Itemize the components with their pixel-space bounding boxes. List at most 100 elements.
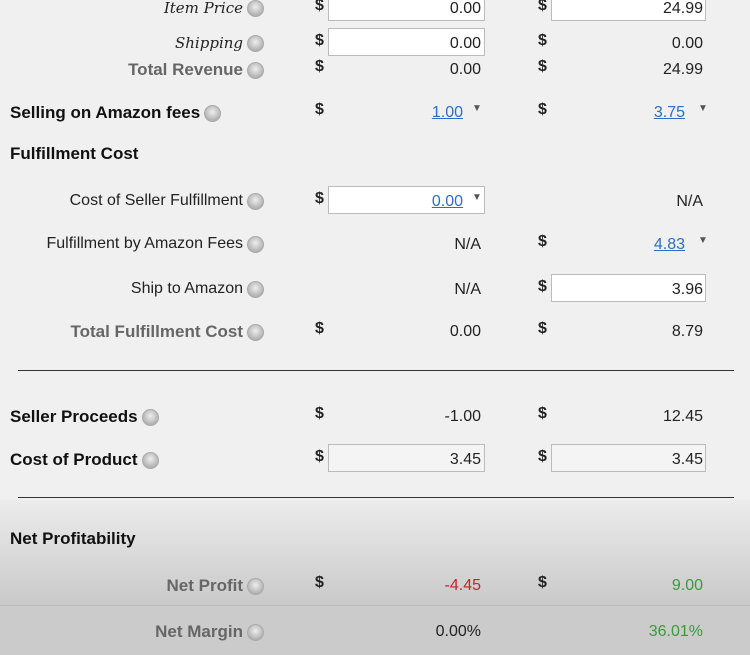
chevron-down-icon[interactable]: ▼ — [698, 235, 708, 246]
net-profitability-panel — [0, 500, 750, 605]
label-fulfillment-by-amazon-fees: Fulfillment by Amazon Fees — [46, 235, 264, 253]
ship-to-amazon-input-col2[interactable] — [551, 274, 706, 302]
dollar-sign: $ — [315, 58, 324, 75]
net-margin-band — [0, 605, 750, 655]
dollar-sign: $ — [315, 190, 324, 207]
net-profit-value-col2: 9.00 — [671, 577, 703, 594]
help-icon[interactable] — [141, 408, 159, 426]
cost-of-seller-fulfillment-value-col1[interactable]: 0.00 — [313, 193, 463, 211]
label-text: Net Margin — [155, 622, 243, 641]
net-margin-value-col1: 0.00% — [435, 623, 481, 640]
total-fulfillment-cost-value-col1: 0.00 — [449, 323, 481, 340]
dollar-sign: $ — [538, 0, 547, 14]
dollar-sign: $ — [315, 101, 324, 118]
divider — [18, 497, 734, 498]
shipping-input-col1[interactable] — [328, 28, 485, 56]
cost-of-seller-fulfillment-value-col2: N/A — [676, 193, 703, 210]
label-net-margin: Net Margin — [155, 622, 264, 642]
dollar-sign: $ — [538, 233, 547, 250]
label-text: Net Profitability — [10, 529, 136, 548]
seller-proceeds-value-col1: -1.00 — [444, 408, 481, 425]
row-net-profitability: Net Profitability — [0, 523, 750, 553]
cost-of-product-value-col1: 3.45 — [449, 451, 481, 468]
row-cost-of-seller-fulfillment: Cost of Seller Fulfillment $0.00 ▼ N/A — [0, 186, 750, 216]
label-item-price: Item Price — [164, 0, 264, 17]
help-icon[interactable] — [247, 192, 264, 210]
value-link[interactable]: 1.00 — [431, 104, 463, 121]
cost-of-product-value-col2: 3.45 — [671, 451, 703, 468]
dollar-sign: $ — [538, 278, 547, 295]
selling-on-amazon-fees-value-col2[interactable]: 3.75 — [535, 104, 685, 122]
label-text: Seller Proceeds — [10, 407, 138, 426]
label-ship-to-amazon: Ship to Amazon — [131, 280, 264, 298]
label-text: Ship to Amazon — [130, 280, 243, 297]
dollar-sign: $ — [538, 101, 547, 118]
dollar-sign: $ — [315, 448, 324, 465]
label-text: Net Profit — [166, 576, 244, 595]
label-text: Shipping — [175, 34, 243, 52]
label-text: Total Fulfillment Cost — [70, 322, 243, 341]
help-icon[interactable] — [247, 577, 264, 595]
cost-of-product-input-col2[interactable] — [551, 444, 706, 472]
chevron-down-icon[interactable]: ▼ — [472, 103, 482, 114]
row-total-fulfillment-cost: Total Fulfillment Cost $0.00 $8.79 — [0, 316, 750, 346]
dollar-sign: $ — [538, 574, 547, 591]
help-icon[interactable] — [247, 280, 264, 298]
item-price-input-col2[interactable] — [551, 0, 706, 21]
item-price-input-col1[interactable] — [328, 0, 485, 21]
chevron-down-icon[interactable]: ▼ — [698, 103, 708, 114]
total-revenue-value-col2: 24.99 — [662, 61, 703, 78]
dollar-sign: $ — [315, 574, 324, 591]
row-cost-of-product: Cost of Product $3.45 $3.45 — [0, 444, 750, 474]
value-link[interactable]: 0.00 — [431, 193, 463, 210]
selling-on-amazon-fees-value-col1[interactable]: 1.00 — [313, 104, 463, 122]
row-total-revenue: Total Revenue $0.00 $24.99 — [0, 54, 750, 84]
help-icon[interactable] — [141, 451, 159, 469]
row-selling-on-amazon-fees: Selling on Amazon fees $1.00 ▼ $3.75 ▼ — [0, 97, 750, 127]
shipping-value-col2: 0.00 — [671, 35, 703, 52]
total-revenue-value-col1: 0.00 — [449, 61, 481, 78]
help-icon[interactable] — [247, 235, 264, 253]
help-icon[interactable] — [247, 61, 264, 79]
net-margin-value-col2: 36.01% — [648, 623, 703, 640]
row-shipping: Shipping $0.00 $0.00 — [0, 28, 750, 58]
divider — [18, 370, 734, 371]
cost-of-seller-fulfillment-input-col1[interactable] — [328, 186, 485, 214]
row-item-price: Item Price $0.00 $24.99 — [0, 0, 750, 23]
label-cost-of-product: Cost of Product — [10, 450, 159, 470]
label-shipping: Shipping — [175, 34, 264, 52]
label-text: Item Price — [163, 0, 243, 17]
total-fulfillment-cost-value-col2: 8.79 — [671, 323, 703, 340]
net-profit-value-col1: -4.45 — [444, 577, 481, 594]
value-link[interactable]: 4.83 — [653, 236, 685, 253]
label-text: Fulfillment Cost — [10, 144, 139, 163]
fulfillment-by-amazon-fees-value-col2[interactable]: 4.83 — [535, 236, 685, 254]
row-seller-proceeds: Seller Proceeds $ -1.00 $12.45 — [0, 401, 750, 431]
value-link[interactable]: 3.75 — [653, 104, 685, 121]
help-icon[interactable] — [204, 104, 222, 122]
label-seller-proceeds: Seller Proceeds — [10, 407, 159, 427]
dollar-sign: $ — [538, 448, 547, 465]
help-icon[interactable] — [247, 0, 264, 17]
label-total-revenue: Total Revenue — [128, 60, 264, 80]
seller-proceeds-value-col2: 12.45 — [662, 408, 703, 425]
dollar-sign: $ — [315, 32, 324, 49]
help-icon[interactable] — [247, 34, 264, 52]
label-text: Selling on Amazon fees — [10, 103, 201, 122]
fulfillment-by-amazon-fees-value-col1: N/A — [454, 236, 481, 253]
row-fulfillment-by-amazon-fees: Fulfillment by Amazon Fees N/A $4.83 ▼ — [0, 229, 750, 259]
help-icon[interactable] — [247, 623, 264, 641]
chevron-down-icon[interactable]: ▼ — [472, 192, 482, 203]
help-icon[interactable] — [247, 323, 264, 341]
item-price-value-col1: 0.00 — [449, 0, 481, 17]
ship-to-amazon-value-col1: N/A — [454, 281, 481, 298]
label-text: Cost of Product — [10, 450, 138, 469]
label-selling-on-amazon-fees: Selling on Amazon fees — [10, 103, 222, 123]
label-total-fulfillment-cost: Total Fulfillment Cost — [70, 322, 264, 342]
dollar-sign: $ — [538, 32, 547, 49]
row-net-profit: Net Profit $ -4.45 $9.00 — [0, 570, 750, 600]
dollar-sign: $ — [315, 0, 324, 14]
cost-of-product-input-col1[interactable] — [328, 444, 485, 472]
label-text: Fulfillment by Amazon Fees — [46, 235, 243, 252]
label-cost-of-seller-fulfillment: Cost of Seller Fulfillment — [70, 192, 264, 210]
